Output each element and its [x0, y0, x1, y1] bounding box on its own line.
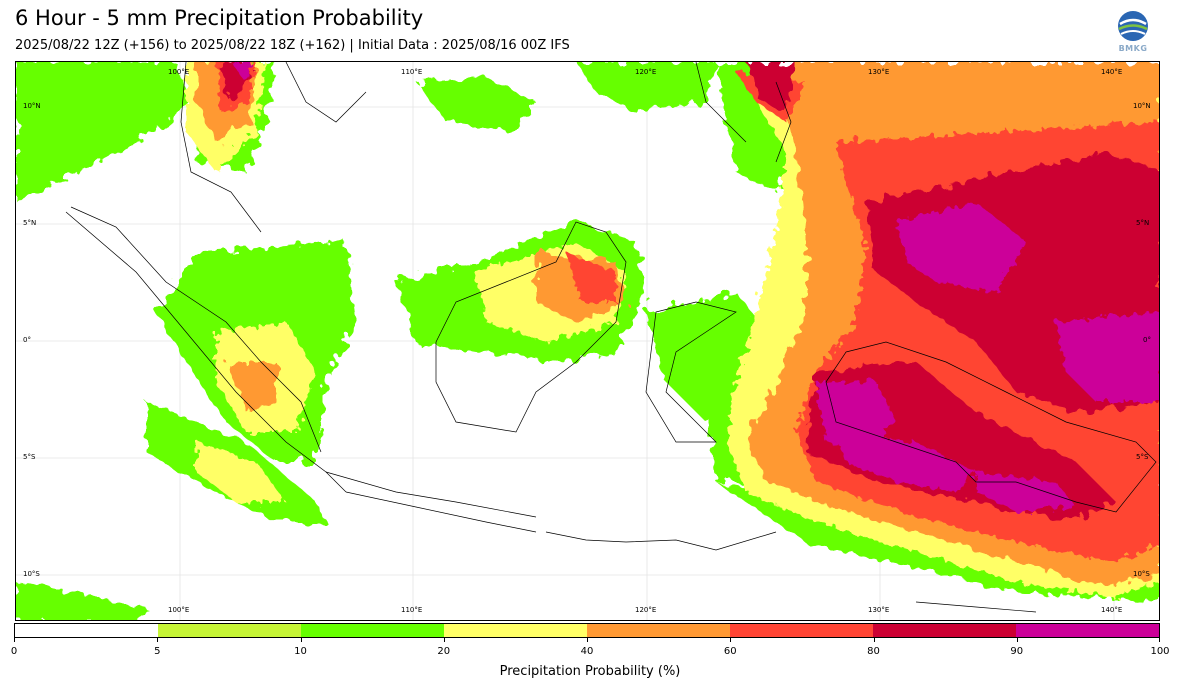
lat-label-left: 0°	[23, 336, 31, 344]
colorbar-segment	[444, 624, 587, 637]
colorbar-tick-label: 5	[154, 646, 161, 657]
colorbar-tick-mark	[300, 638, 302, 642]
colorbar-segment	[873, 624, 1016, 637]
colorbar-tick-label: 10	[294, 646, 307, 657]
colorbar-tick-mark	[587, 638, 588, 642]
colorbar-tick-label: 60	[723, 646, 737, 657]
colorbar-segment	[730, 624, 873, 637]
lat-label-left: 5°N	[23, 219, 37, 227]
lat-label-right: 5°N	[1136, 219, 1150, 227]
lon-label-top: 130°E	[868, 68, 890, 76]
lon-label-bottom: 100°E	[168, 606, 190, 614]
lat-label-right: 10°N	[1133, 102, 1151, 110]
colorbar-tick-mark	[14, 638, 15, 642]
lon-label-bottom: 130°E	[868, 606, 890, 614]
lat-label-right: 0°	[1143, 336, 1151, 344]
colorbar-tick-mark	[157, 638, 159, 642]
colorbar-ticks: 0 5 10 20 40 60 80 90 100	[0, 638, 1180, 658]
colorbar-tick-mark	[1159, 638, 1160, 642]
lon-label-bottom: 120°E	[635, 606, 657, 614]
precipitation-map[interactable]: 100°E 110°E 120°E 130°E 140°E 100°E 110°…	[15, 61, 1160, 621]
lon-label-top: 140°E	[1101, 68, 1123, 76]
colorbar-tick-label: 100	[1150, 646, 1170, 657]
colorbar-tick-mark	[1016, 638, 1018, 642]
colorbar-label: Precipitation Probability (%)	[499, 664, 681, 679]
colorbar-segment	[587, 624, 730, 637]
map-canvas	[16, 62, 1159, 620]
colorbar-segment	[1016, 624, 1159, 637]
colorbar-tick-mark	[730, 638, 732, 642]
map-subtitle: 2025/08/22 12Z (+156) to 2025/08/22 18Z …	[15, 38, 570, 53]
colorbar-segment	[301, 624, 444, 637]
lat-label-right: 5°S	[1136, 453, 1149, 461]
colorbar-segment	[158, 624, 301, 637]
logo-label: BMKG	[1118, 44, 1148, 53]
colorbar-tick-label: 90	[1010, 646, 1024, 657]
probability-field-90-100	[231, 62, 1159, 512]
lon-label-top: 100°E	[168, 68, 190, 76]
lon-label-bottom: 140°E	[1101, 606, 1123, 614]
lon-label-top: 110°E	[401, 68, 423, 76]
map-title: 6 Hour - 5 mm Precipitation Probability	[15, 6, 424, 30]
colorbar	[14, 623, 1160, 638]
lat-label-left: 10°S	[23, 570, 40, 578]
colorbar-tick-label: 20	[437, 646, 451, 657]
colorbar-tick-label: 40	[580, 646, 594, 657]
colorbar-tick-mark	[443, 638, 445, 642]
colorbar-tick-label: 0	[10, 646, 18, 657]
coastlines	[65, 62, 1157, 613]
lon-label-top: 120°E	[635, 68, 657, 76]
lon-label-bottom: 110°E	[401, 606, 423, 614]
colorbar-tick-mark	[873, 638, 875, 642]
colorbar-tick-label: 80	[867, 646, 880, 657]
lat-label-left: 5°S	[23, 453, 36, 461]
bmkg-logo-icon	[1114, 10, 1152, 56]
lat-label-right: 10°S	[1133, 570, 1150, 578]
colorbar-segment	[15, 624, 158, 637]
lat-label-left: 10°N	[23, 102, 41, 110]
